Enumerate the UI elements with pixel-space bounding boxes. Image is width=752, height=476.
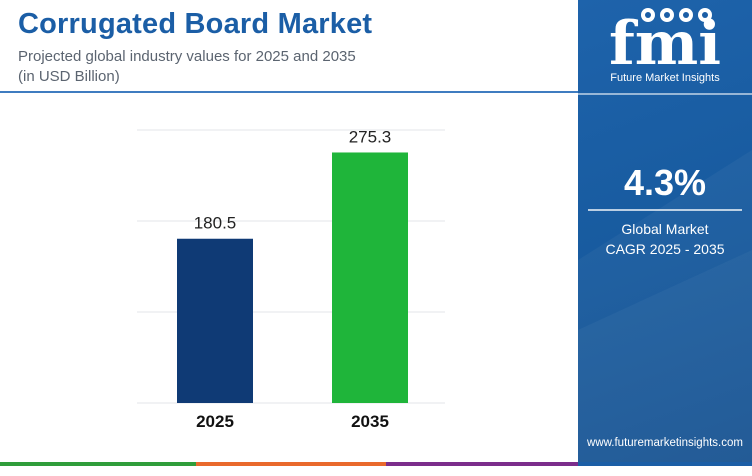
header-divider <box>0 91 578 93</box>
strip-segment <box>0 462 196 466</box>
logo-dot-3-inner-icon <box>683 12 689 18</box>
strip-segment <box>196 462 386 466</box>
logo-dot-1-inner-icon <box>645 12 651 18</box>
data-label-2035: 275.3 <box>349 127 392 146</box>
fmi-logo-icon: fmi <box>609 8 721 70</box>
data-label-2025: 180.5 <box>194 214 237 233</box>
subtitle-line-2: (in USD Billion) <box>18 68 120 85</box>
strip-segment <box>578 462 752 466</box>
logo-divider <box>578 93 752 95</box>
chart-subtitle: Projected global industry values for 202… <box>18 47 356 87</box>
strip-segment <box>386 462 578 466</box>
bar-2035[interactable] <box>332 152 408 403</box>
sidebar-panel: fmi Future Market Insights 4.3% Global M… <box>578 0 752 462</box>
logo-dot-2-inner-icon <box>664 12 670 18</box>
sidebar-background-shape <box>578 150 752 462</box>
brand-logo[interactable]: fmi Future Market Insights <box>578 0 752 92</box>
cagr-value: 4.3% <box>623 162 707 203</box>
cagr-label-line-2: CAGR 2025 - 2035 <box>605 241 725 257</box>
x-tick-label-2025: 2025 <box>196 412 234 431</box>
website-link[interactable]: www.futuremarketinsights.com <box>587 437 743 449</box>
brand-name: Future Market Insights <box>610 72 720 84</box>
chart-title: Corrugated Board Market <box>18 8 373 40</box>
subtitle-line-1: Projected global industry values for 202… <box>18 48 356 65</box>
bar-chart: 180.5 2025 275.3 2035 <box>137 127 445 431</box>
bar-2025[interactable] <box>177 238 253 403</box>
cagr-label: Global Market CAGR 2025 - 2035 <box>578 219 752 259</box>
chart-panel: Corrugated Board Market Projected global… <box>0 8 578 431</box>
cagr-divider <box>588 209 742 211</box>
x-tick-label-2035: 2035 <box>351 412 389 431</box>
logo-dot-4-inner-icon <box>702 12 708 18</box>
cagr-label-line-1: Global Market <box>621 221 709 237</box>
